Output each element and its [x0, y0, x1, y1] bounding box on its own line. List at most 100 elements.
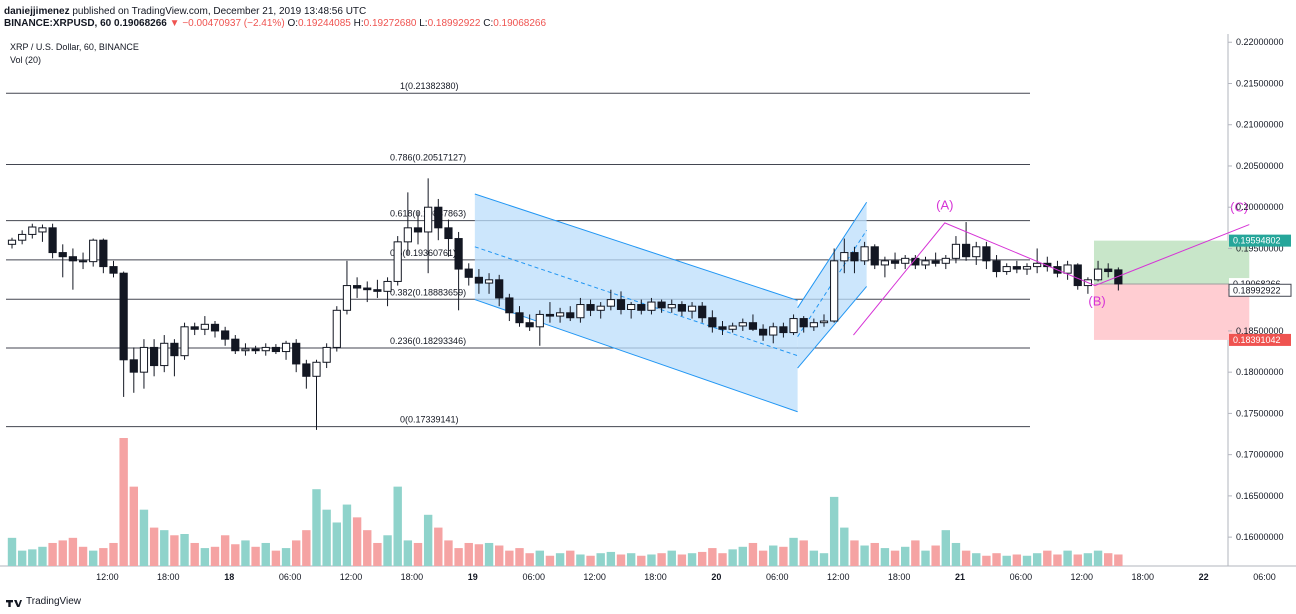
candle-body	[576, 304, 585, 319]
time-tick-label: 06:00	[1253, 572, 1276, 582]
tradingview-logo-icon	[6, 599, 22, 607]
author-name[interactable]: daniejjimenez	[4, 6, 70, 17]
price-tick-label: 0.18500000	[1236, 326, 1284, 336]
candle-body	[424, 206, 433, 233]
volume-bar	[352, 517, 362, 566]
trend-channels[interactable]	[474, 193, 868, 413]
volume-bar	[748, 542, 758, 566]
candle-body	[890, 260, 900, 264]
volume-bar	[606, 551, 616, 566]
candle-body	[7, 239, 17, 245]
candle-body	[129, 359, 138, 373]
volume-bar	[921, 550, 930, 566]
down-channel-lower-line[interactable]	[474, 299, 798, 413]
volume-bar	[1053, 554, 1062, 566]
wave-label: (A)	[936, 198, 953, 213]
price-tick-label: 0.21500000	[1236, 78, 1284, 88]
volume-bar	[637, 555, 646, 566]
candle-body	[78, 260, 88, 263]
down-channel-upper-line[interactable]	[474, 193, 798, 301]
volume-bar	[698, 551, 707, 566]
candle-body	[525, 322, 534, 328]
candle-body	[322, 346, 331, 363]
candle-body	[383, 280, 392, 292]
volume-bar	[626, 553, 636, 566]
time-tick-label: 06:00	[766, 572, 789, 582]
time-axis[interactable]: 12:00 18:00 18 06:00 12:00 18:00 19 06:00 12:00 1…	[96, 572, 1276, 582]
candle-body	[728, 325, 737, 330]
volume-bar	[332, 522, 341, 566]
target-price-label-box	[1229, 234, 1291, 247]
volume-bar	[738, 546, 747, 566]
candle-body	[596, 305, 605, 311]
time-tick-label: 20	[711, 572, 721, 582]
candle-body	[363, 287, 372, 291]
candle-body	[921, 260, 930, 266]
candle-body	[657, 301, 666, 309]
candle-body	[962, 243, 971, 258]
candle-body	[210, 323, 220, 332]
price-axis[interactable]: 0.22000000 0.21500000 0.21000000 0.20500000…	[1228, 37, 1292, 542]
stop-price-label-box	[1229, 333, 1291, 346]
candle-body	[545, 313, 555, 317]
volume-bar	[616, 554, 626, 566]
volume-bar	[677, 554, 687, 566]
time-tick-label: 06:00	[522, 572, 545, 582]
candle-body	[139, 346, 149, 373]
candle-body	[68, 256, 78, 262]
volume-bar	[657, 553, 666, 566]
volume-bar	[17, 550, 27, 566]
down-channel-fill[interactable]	[474, 194, 798, 412]
volume-bar	[38, 546, 47, 566]
price-tick-label: 0.22000000	[1236, 37, 1284, 47]
time-tick-label: 18	[224, 572, 234, 582]
volume-bar	[89, 550, 98, 566]
volume-bar	[1063, 550, 1072, 566]
elliott-wave-path[interactable]: (A) (B) (C)	[853, 198, 1250, 336]
volume-bar	[292, 540, 301, 566]
volume-bar	[515, 548, 524, 566]
volume-bar	[911, 540, 920, 566]
candle-body	[342, 285, 352, 311]
fib-level-label: 0.382(0.18883659)	[390, 287, 466, 297]
down-channel-mid-line[interactable]	[474, 246, 798, 357]
volume-bar	[160, 530, 169, 566]
price-tick-label: 0.21000000	[1236, 120, 1284, 130]
close-label: C:	[483, 18, 494, 29]
volume-bars	[7, 438, 1123, 566]
candle-body	[880, 260, 889, 266]
up-channel-upper-line[interactable]	[797, 201, 868, 309]
candle-body	[89, 239, 98, 263]
volume-bar	[180, 534, 189, 566]
up-channel-lower-line[interactable]	[797, 286, 868, 369]
volume-bar	[241, 540, 250, 566]
volume-bar	[444, 540, 453, 566]
stop-zone[interactable]	[1093, 284, 1250, 340]
wave-line[interactable]	[853, 222, 1250, 336]
open-value: 0.19244085	[298, 18, 351, 29]
volume-bar	[1083, 553, 1093, 566]
low-label: L:	[419, 18, 428, 29]
time-tick-label: 06:00	[279, 572, 302, 582]
candle-body	[809, 322, 818, 328]
volume-bar	[271, 550, 281, 566]
position-box[interactable]	[1093, 240, 1250, 340]
volume-bar	[1043, 550, 1052, 566]
candle-body	[464, 268, 473, 278]
down-arrow-icon: ▼	[169, 18, 180, 29]
candle-body	[484, 279, 494, 284]
volume-bar	[322, 509, 331, 566]
volume-bar	[434, 527, 443, 566]
volume-bar	[68, 537, 78, 566]
time-tick-label: 12:00	[96, 572, 119, 582]
volume-bar	[535, 550, 544, 566]
price-tick-label: 0.16000000	[1236, 532, 1284, 542]
volume-bar	[48, 542, 57, 566]
candle-body	[708, 317, 717, 328]
price-chart[interactable]: 1(0.21382380)0.786(0.20517127)0.618(0.19…	[0, 34, 1296, 594]
volume-bar	[728, 549, 737, 566]
candle-body	[769, 326, 778, 336]
volume-bar	[312, 489, 321, 566]
volume-bar	[687, 553, 697, 566]
candle-body	[677, 304, 686, 312]
